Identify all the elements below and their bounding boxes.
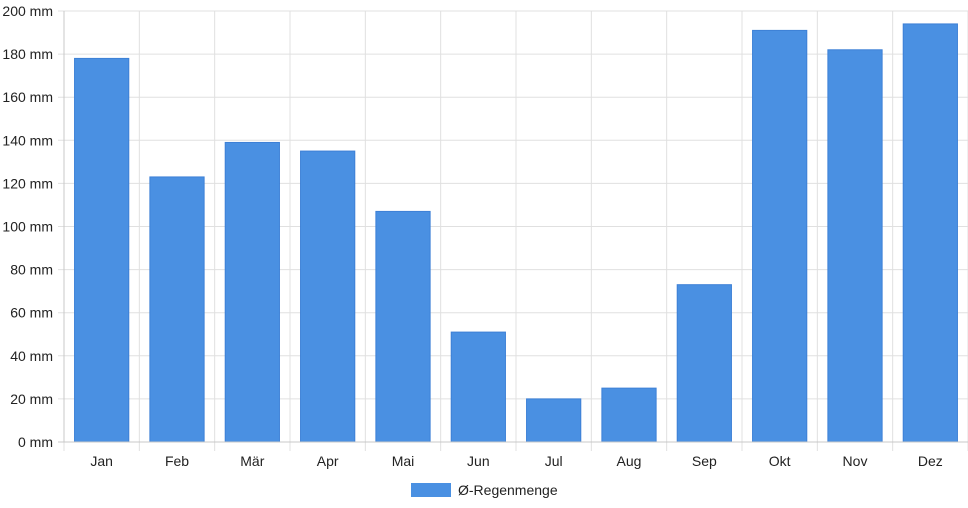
x-tick-label: Okt <box>769 453 791 469</box>
axes: 0 mm 20 mm 40 mm 60 mm 80 mm 100 mm 120 mm 140 … <box>2 3 968 469</box>
legend-swatch <box>411 483 451 497</box>
x-tick-label: Mär <box>240 453 264 469</box>
y-tick-label: 140 mm <box>2 132 53 148</box>
x-tick-label: Dez <box>918 453 943 469</box>
y-tick-label: 120 mm <box>2 175 53 191</box>
bar <box>526 398 582 443</box>
bar <box>375 210 431 443</box>
x-tick-label: Jul <box>545 453 563 469</box>
bar <box>74 57 130 443</box>
y-tick-label: 200 mm <box>2 3 53 19</box>
bar <box>224 141 280 443</box>
y-tick-label: 160 mm <box>2 89 53 105</box>
x-tick-label: Aug <box>617 453 642 469</box>
bar <box>902 23 958 443</box>
x-tick-label: Sep <box>692 453 717 469</box>
bars <box>74 23 958 443</box>
y-tick-label: 20 mm <box>10 391 53 407</box>
legend-label: Ø-Regenmenge <box>458 482 558 498</box>
bar <box>752 29 808 443</box>
x-tick-label: Jan <box>90 453 113 469</box>
y-tick-label: 60 mm <box>10 305 53 321</box>
x-tick-label: Feb <box>165 453 189 469</box>
y-tick-label: 180 mm <box>2 46 53 62</box>
bar <box>450 331 506 443</box>
bar <box>601 387 657 443</box>
x-tick-label: Apr <box>317 453 339 469</box>
bar <box>149 176 205 443</box>
y-tick-label: 80 mm <box>10 262 53 278</box>
bar <box>827 49 883 443</box>
y-tick-label: 40 mm <box>10 348 53 364</box>
bar <box>300 150 356 443</box>
y-tick-label: 100 mm <box>2 219 53 235</box>
bar <box>676 284 732 443</box>
x-tick-label: Nov <box>843 453 868 469</box>
x-tick-label: Jun <box>467 453 490 469</box>
legend[interactable]: Ø-Regenmenge <box>411 482 558 498</box>
y-tick-label: 0 mm <box>18 434 53 450</box>
x-tick-label: Mai <box>392 453 415 469</box>
